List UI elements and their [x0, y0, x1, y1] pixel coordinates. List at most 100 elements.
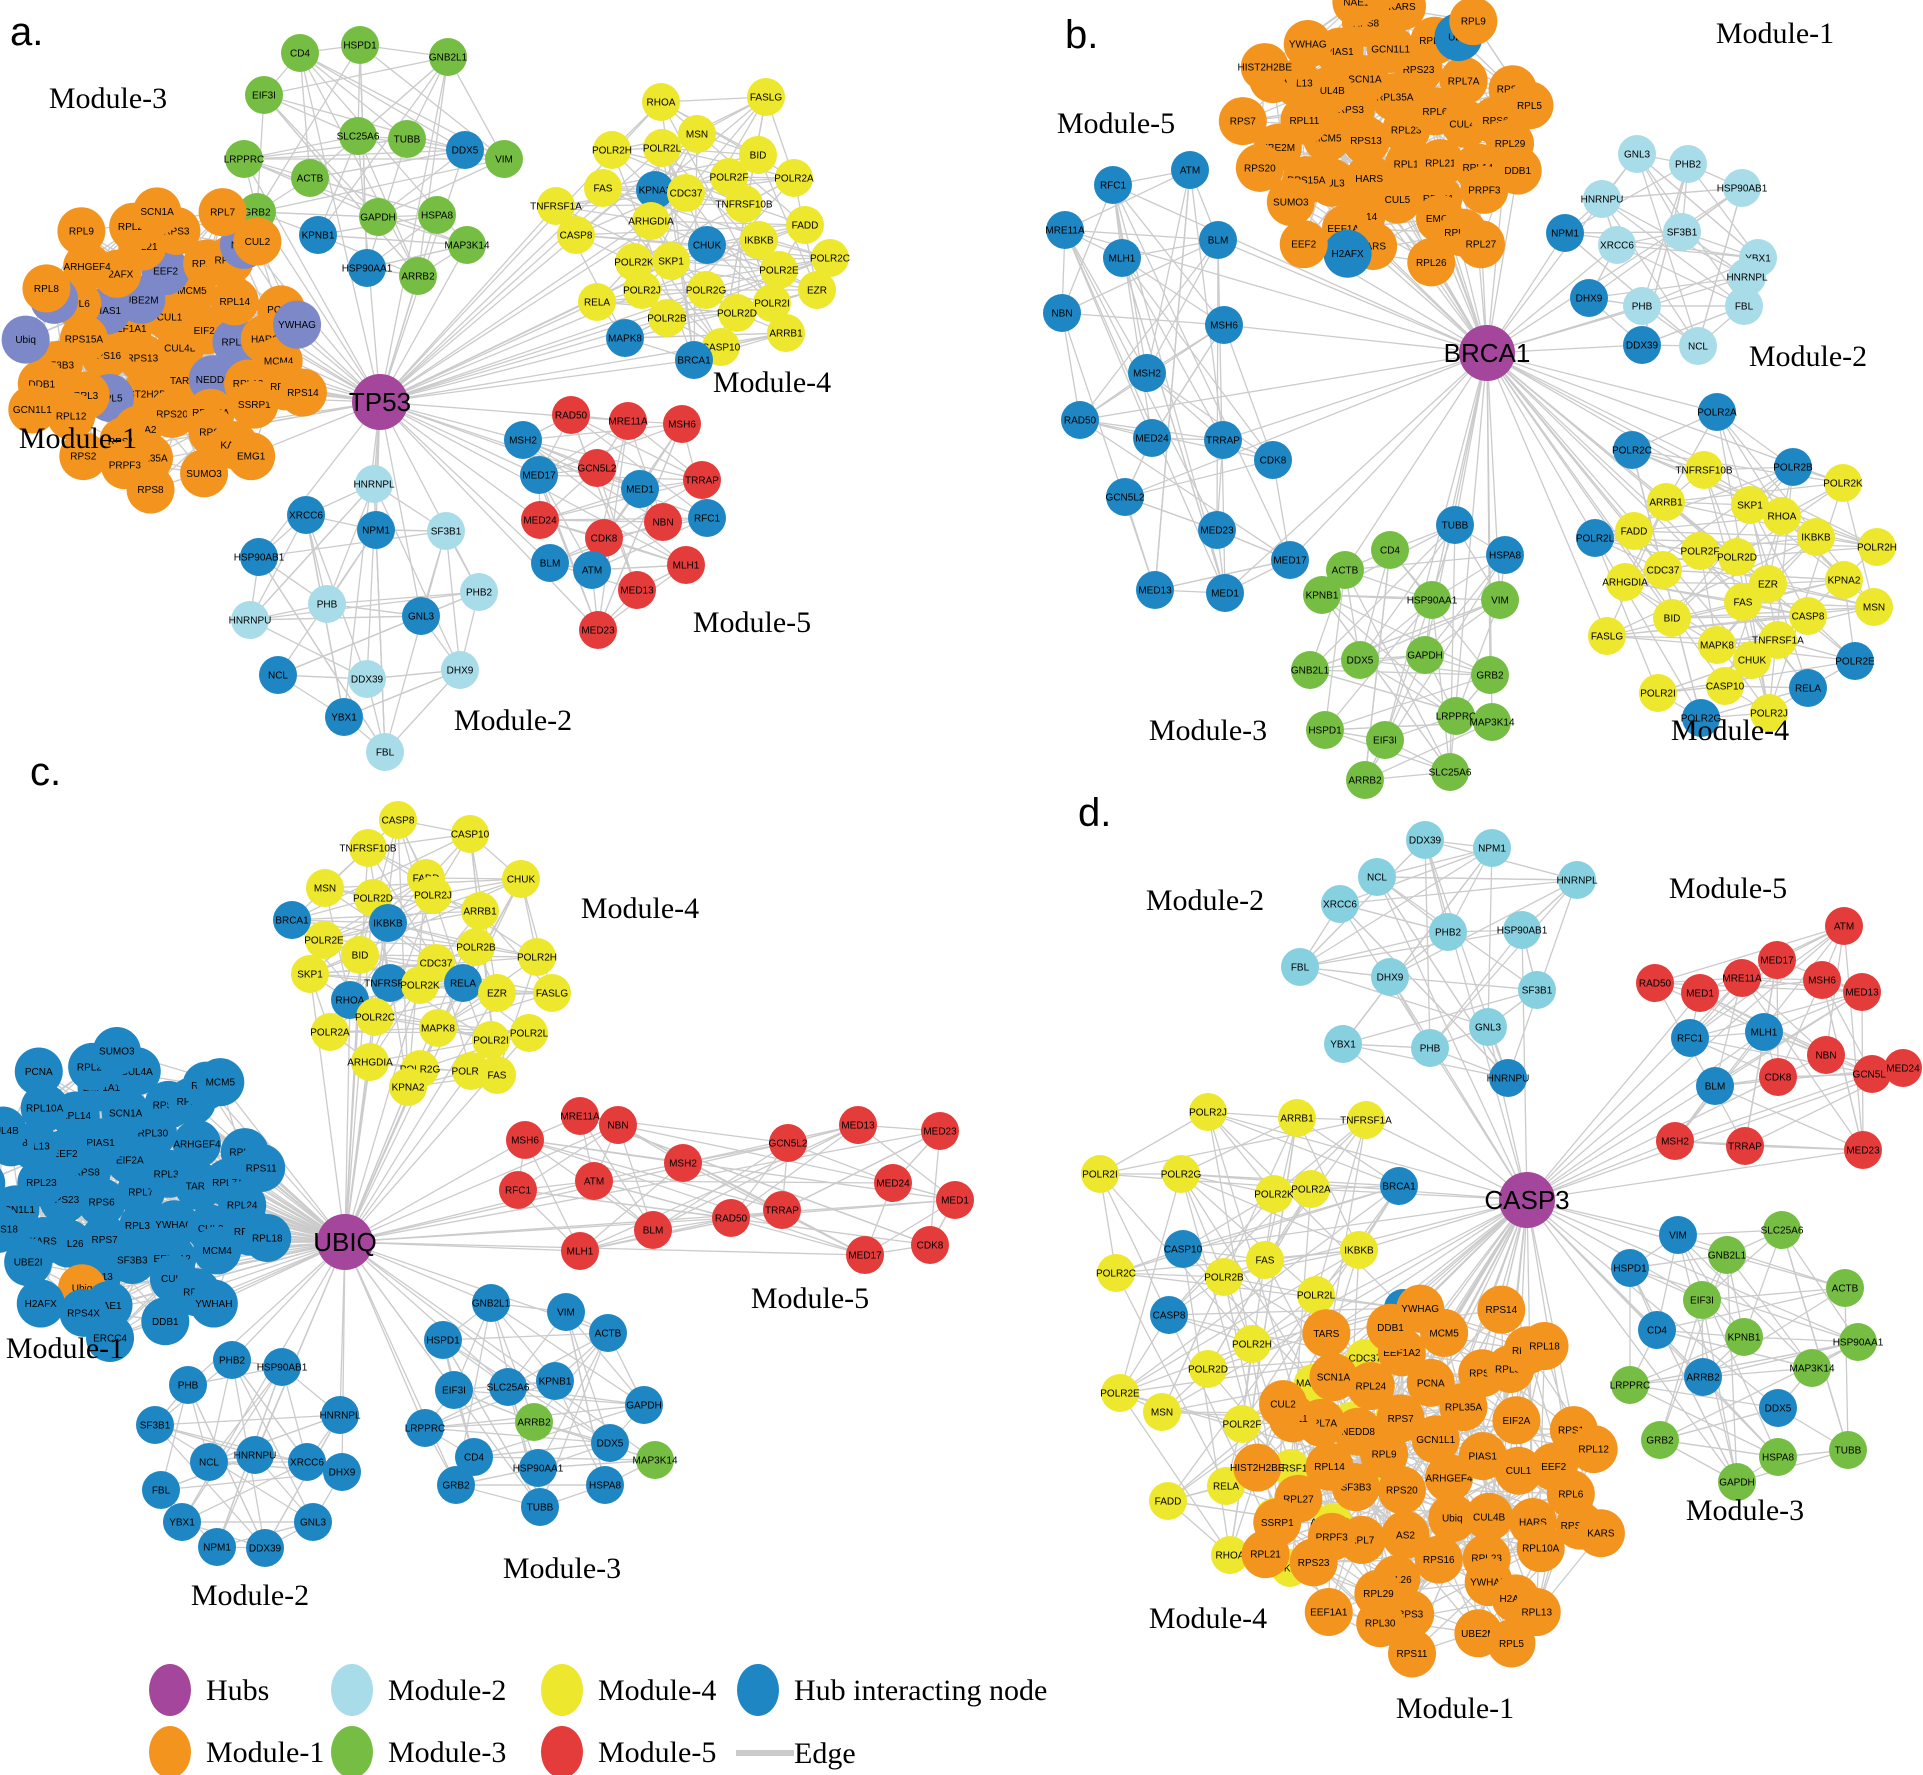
node-FASLG — [747, 78, 785, 116]
node-label-RPL18: RPL18 — [252, 1233, 283, 1244]
node-RPL18 — [243, 1213, 292, 1262]
node-label-RPL21: RPL21 — [1425, 159, 1456, 170]
hub-edge — [1344, 352, 1488, 571]
node-label-RPS23: RPS23 — [1403, 65, 1435, 76]
node-label-ARHGDIA: ARHGDIA — [628, 217, 674, 228]
node-label-CDK8: CDK8 — [1765, 1073, 1792, 1084]
hub-edge — [1486, 352, 1705, 471]
node-label-PRPF3: PRPF3 — [109, 461, 142, 472]
node-label-RPL13: RPL13 — [19, 1142, 50, 1153]
edge — [1659, 1439, 1779, 1458]
node-SUMO3 — [92, 1027, 141, 1076]
node-PHB2 — [213, 1341, 251, 1379]
node-SKP1 — [1731, 486, 1769, 524]
node-SKP1 — [291, 955, 329, 993]
edge — [1654, 925, 1845, 984]
node-POLR2H — [518, 938, 556, 976]
node-label-CUL4B: CUL4B — [1473, 1512, 1506, 1523]
node-PHB — [1411, 1029, 1449, 1067]
node-label-MAP3K14: MAP3K14 — [444, 241, 489, 252]
node-label-RPS6: RPS6 — [199, 427, 226, 438]
edge — [349, 894, 434, 1001]
node-HNRNPU — [236, 1436, 274, 1474]
node-label-RPL12: RPL12 — [1394, 160, 1425, 171]
node-FBL — [1281, 948, 1319, 986]
node-HNRNPL — [1728, 258, 1766, 296]
node-label-NCL: NCL — [199, 1458, 219, 1469]
hub-edge — [1223, 324, 1488, 354]
node-label-RPL24: RPL24 — [1356, 1382, 1387, 1393]
node-RPL9 — [1449, 0, 1498, 46]
hub-edge — [344, 1139, 526, 1243]
legend-label-module-1: Module-1 — [206, 1736, 324, 1769]
node-POLR2I — [1081, 1155, 1119, 1193]
node-label-RPL35A: RPL35A — [130, 453, 168, 464]
edge — [1119, 1185, 1400, 1394]
node-ARRB2 — [1684, 1358, 1722, 1396]
node-label-MLH1: MLH1 — [567, 1247, 594, 1258]
edge — [1115, 1272, 1227, 1487]
node-RHOA — [1211, 1536, 1249, 1574]
edge — [1389, 879, 1578, 978]
node-label-ARRB1: ARRB1 — [769, 329, 803, 340]
node-label-VIM: VIM — [1491, 596, 1509, 607]
edge — [1321, 594, 1451, 773]
edge — [591, 517, 708, 571]
edge — [1324, 599, 1433, 731]
node-DDX39 — [1623, 326, 1661, 364]
node-label-CUL1: CUL1 — [1506, 1466, 1532, 1477]
legend-label-module-3: Module-3 — [388, 1736, 506, 1769]
node-ARHGDIA — [1606, 563, 1644, 601]
hub-edge — [379, 401, 540, 476]
edge — [1659, 1254, 1728, 1441]
node-MED23 — [1198, 511, 1236, 549]
node-label-TUBB: TUBB — [527, 1503, 554, 1514]
node-NBN — [599, 1106, 637, 1144]
node-label-CUL4B: CUL4B — [164, 344, 197, 355]
hub-edge — [1526, 977, 1743, 1201]
node-label-RPS20: RPS20 — [1244, 163, 1276, 174]
node-GNL3 — [402, 597, 440, 635]
node-RPS2 — [59, 432, 108, 481]
node-label-MSH6: MSH6 — [511, 1136, 539, 1147]
node-label-MED23: MED23 — [1846, 1146, 1880, 1157]
node-label-SLC25A6: SLC25A6 — [337, 132, 380, 143]
node-CDK8 — [585, 519, 623, 557]
node-POLR2E — [1101, 1374, 1139, 1412]
node-label-GCN1L1: GCN1L1 — [1416, 1435, 1455, 1446]
node-label-NEDD8: NEDD8 — [196, 375, 230, 386]
node-label-PHB2: PHB2 — [1435, 928, 1462, 939]
node-label-CASP10: CASP10 — [702, 343, 741, 354]
edge — [377, 158, 505, 218]
edge — [1821, 979, 1864, 1151]
node-label-TNFRSF1A: TNFRSF1A — [1340, 1116, 1392, 1127]
node-MED1 — [1681, 974, 1719, 1012]
edge — [317, 234, 468, 246]
node-HNRNPU — [1583, 180, 1621, 218]
node-RAD50 — [552, 396, 590, 434]
node-label-MSH2: MSH2 — [1661, 1137, 1689, 1148]
node-label-RHOA: RHOA — [336, 996, 365, 1007]
node-label-YWHAG: YWHAG — [278, 320, 316, 331]
legend-label-hub-interacting-node: Hub interacting node — [794, 1674, 1047, 1707]
node-label-EZR: EZR — [807, 286, 827, 297]
node-MRE11A — [1046, 211, 1084, 249]
node-MCM5 — [196, 1058, 245, 1107]
edge — [231, 1359, 308, 1463]
node-label-KPNB1: KPNB1 — [302, 231, 335, 242]
node-POLR2K — [1824, 464, 1862, 502]
module-caption-module-2: Module-2 — [1146, 884, 1264, 917]
node-label-PCNA: PCNA — [1417, 1378, 1445, 1389]
panel-letter: c. — [30, 750, 61, 794]
node-BLM — [634, 1211, 672, 1249]
edge — [1079, 419, 1274, 461]
node-VIM — [1481, 581, 1519, 619]
node-label-POLR2I: POLR2I — [754, 299, 790, 310]
node-label-RPS8: RPS8 — [137, 485, 164, 496]
node-label-NBN: NBN — [652, 518, 673, 529]
node-POLR2H — [1233, 1325, 1271, 1363]
node-MSN — [1855, 588, 1893, 626]
hub-edge — [344, 1241, 541, 1508]
node-label-H2AFX: H2AFX — [1499, 1594, 1532, 1605]
